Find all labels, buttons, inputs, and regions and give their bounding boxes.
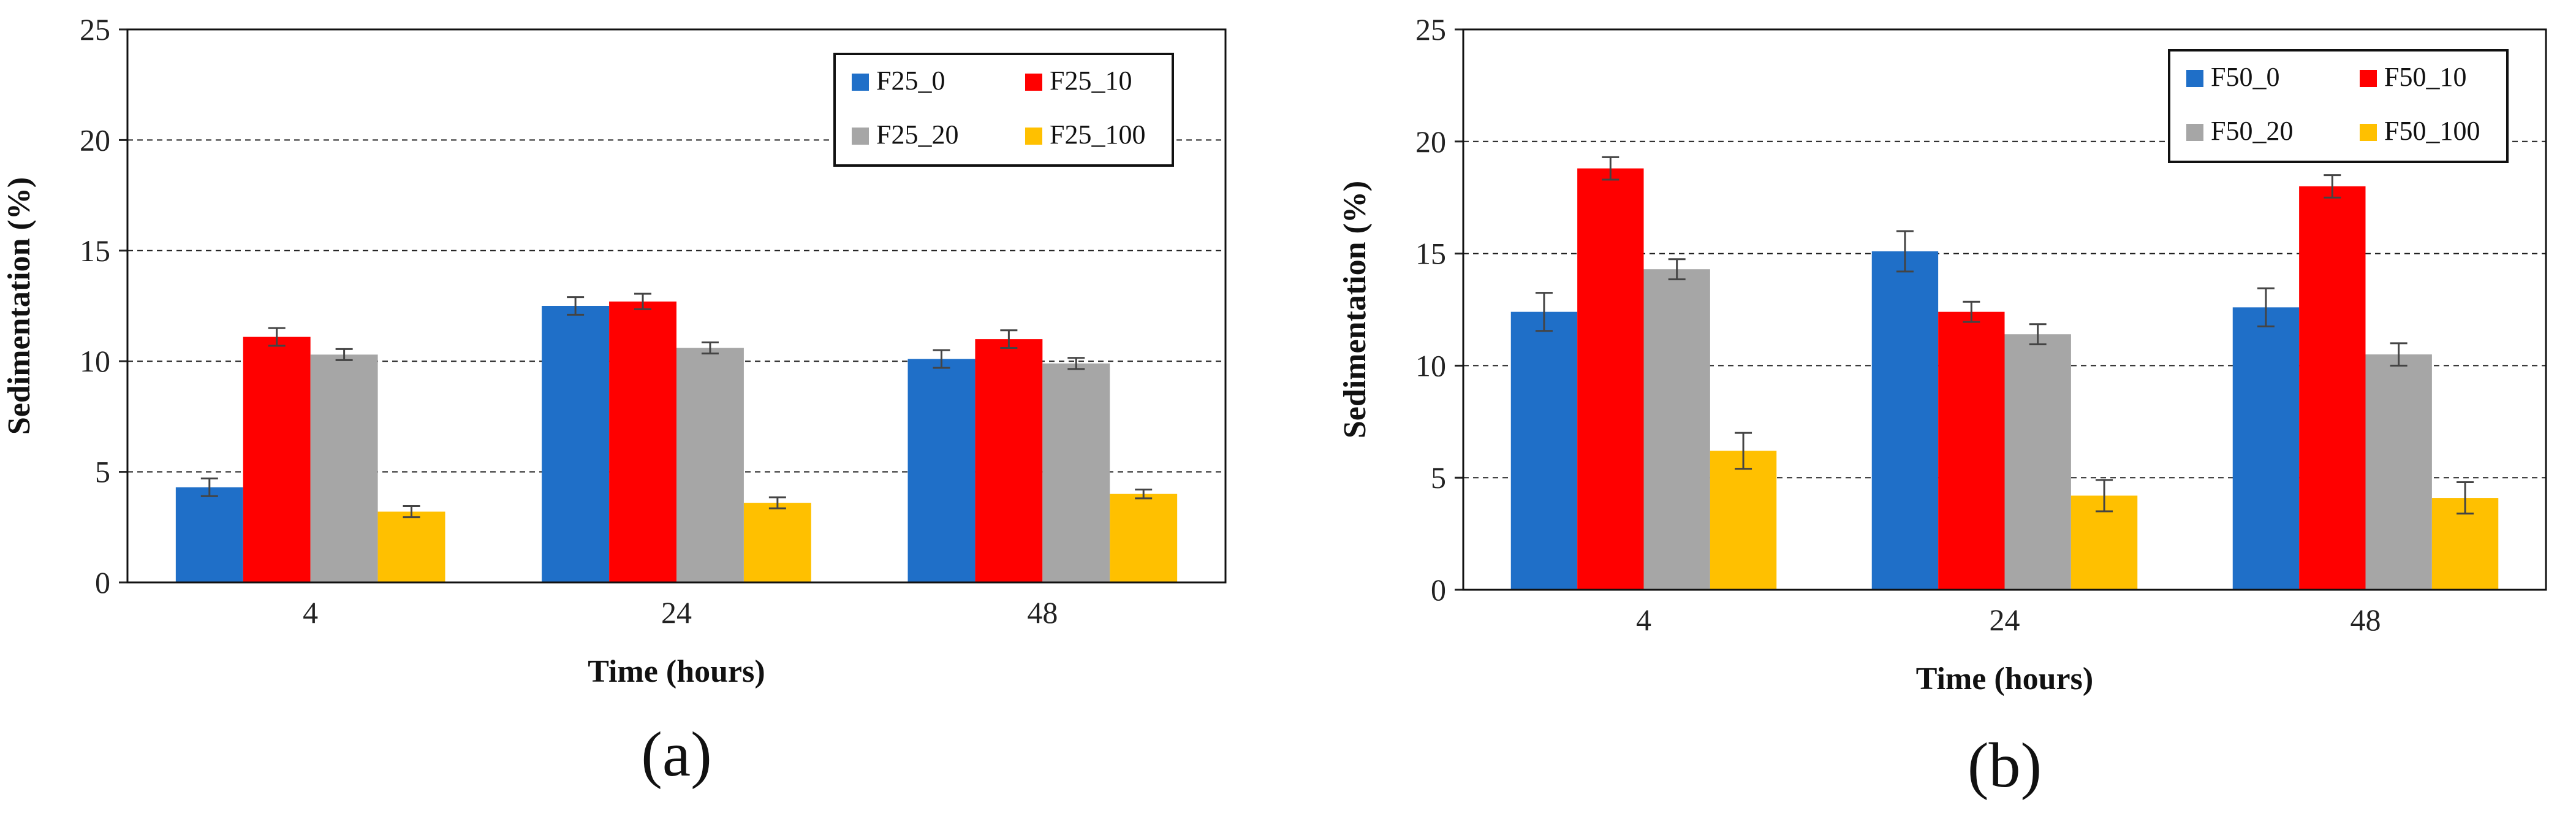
x-tick-label: 24 [1990,603,2020,637]
y-tick-label: 15 [1415,237,1446,271]
bar [1577,168,1644,590]
legend-entry: F25_10 [1050,66,1132,96]
y-axis-title: Sedimentation (%) [2,177,37,435]
bar [2232,307,2300,590]
chart-panel-a: 0 5 10 15 20 25 4 24 48 Time (hours) Sedimentation… [2,12,1227,790]
y-tick-label: 20 [80,123,110,157]
x-tick-label: 4 [303,595,318,630]
bar [377,511,445,582]
chart-panel-b: 0 5 10 15 20 25 4 24 48 Time (hours) Sedimentation… [1338,12,2547,801]
bar [1110,494,1178,582]
x-tick-label: 24 [661,595,692,630]
bar [609,301,676,582]
y-tick-label: 20 [1415,124,1446,159]
legend-entry: F50_0 [2211,62,2279,92]
y-tick-label: 5 [95,455,110,489]
panel-label: (b) [1968,730,2042,801]
legend-entry: F25_20 [876,120,958,150]
legend-entry: F25_0 [876,66,945,96]
y-tick-label: 5 [1431,460,1446,495]
bar [1710,451,1777,590]
bar [175,487,243,582]
bar [907,359,975,582]
y-tick-label: 0 [95,565,110,600]
legend-box [2168,49,2509,163]
y-tick-label: 10 [80,344,110,378]
bar [1871,251,1939,590]
legend-swatch [2186,70,2203,87]
bar [1510,311,1578,590]
x-axis-title: Time (hours) [1916,662,2093,696]
legend-entry: F50_20 [2211,116,2293,146]
y-axis-title: Sedimentation (%) [1338,181,1373,438]
y-tick-label: 25 [80,12,110,47]
legend-swatch [852,128,869,145]
bar [1938,311,2005,590]
legend-swatch [852,74,869,91]
legend-box [833,53,1174,167]
legend-entry: F25_100 [1050,120,1145,150]
bar [1643,269,1710,590]
x-tick-label: 48 [1027,595,1058,630]
x-tick-label: 48 [2351,603,2381,637]
y-tick-label: 15 [80,234,110,268]
legend: F25_0 F25_10 F25_20 F25_100 [833,53,1174,167]
bar [2365,354,2432,590]
legend-entry: F50_100 [2384,116,2480,146]
plot-frame [1462,28,2547,591]
plot-frame [126,28,1227,584]
legend-swatch [1025,74,1042,91]
bar [975,339,1043,582]
bar [676,348,744,582]
bar [1042,363,1110,582]
panel-label: (a) [641,719,711,790]
y-tick-label: 0 [1431,573,1446,607]
bar [2004,334,2071,590]
bar [743,503,811,582]
bar [310,354,378,582]
legend-swatch [2186,124,2203,141]
x-axis-title: Time (hours) [588,654,765,689]
bar [2299,186,2366,590]
legend-swatch [1025,128,1042,145]
bar [542,306,610,582]
legend-entry: F50_10 [2384,62,2466,92]
legend-swatch [2360,124,2377,141]
y-tick-label: 10 [1415,348,1446,383]
bar [243,337,311,582]
legend-swatch [2360,70,2377,87]
legend: F50_0 F50_10 F50_20 F50_100 [2168,49,2509,163]
x-tick-label: 4 [1636,603,1651,637]
y-tick-label: 25 [1415,12,1446,47]
